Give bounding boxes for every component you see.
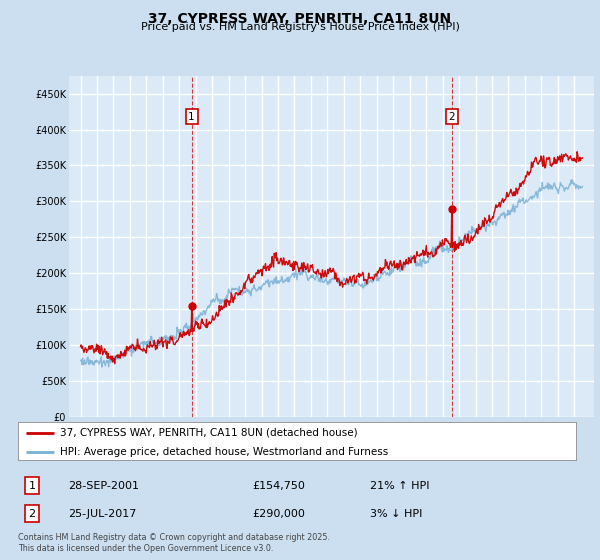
Text: £154,750: £154,750	[253, 481, 305, 491]
Text: 37, CYPRESS WAY, PENRITH, CA11 8UN: 37, CYPRESS WAY, PENRITH, CA11 8UN	[148, 12, 452, 26]
Text: 37, CYPRESS WAY, PENRITH, CA11 8UN (detached house): 37, CYPRESS WAY, PENRITH, CA11 8UN (deta…	[60, 428, 358, 438]
Text: Contains HM Land Registry data © Crown copyright and database right 2025.
This d: Contains HM Land Registry data © Crown c…	[18, 533, 330, 553]
Text: 3% ↓ HPI: 3% ↓ HPI	[370, 509, 422, 519]
Text: 21% ↑ HPI: 21% ↑ HPI	[370, 481, 429, 491]
Text: £290,000: £290,000	[253, 509, 305, 519]
Text: 25-JUL-2017: 25-JUL-2017	[68, 509, 137, 519]
Text: 28-SEP-2001: 28-SEP-2001	[68, 481, 139, 491]
Text: Price paid vs. HM Land Registry's House Price Index (HPI): Price paid vs. HM Land Registry's House …	[140, 22, 460, 32]
Text: 2: 2	[449, 111, 455, 122]
Text: 1: 1	[28, 481, 35, 491]
Text: 2: 2	[28, 509, 35, 519]
Text: 1: 1	[188, 111, 195, 122]
Text: HPI: Average price, detached house, Westmorland and Furness: HPI: Average price, detached house, West…	[60, 447, 388, 457]
